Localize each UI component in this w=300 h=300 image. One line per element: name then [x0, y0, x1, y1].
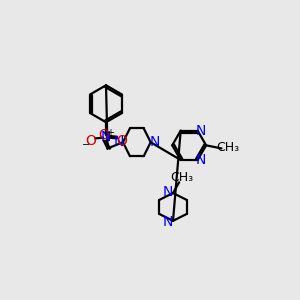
Text: N: N: [162, 215, 173, 229]
Text: N: N: [196, 153, 206, 167]
Text: N: N: [196, 124, 206, 138]
Text: CH₃: CH₃: [216, 141, 239, 154]
Text: N: N: [101, 130, 111, 144]
Text: O: O: [85, 134, 96, 148]
Text: N: N: [162, 184, 173, 199]
Text: +: +: [106, 128, 114, 138]
Text: −: −: [82, 140, 90, 150]
Text: O: O: [98, 128, 109, 142]
Text: CH₃: CH₃: [171, 171, 194, 184]
Text: N: N: [113, 135, 124, 149]
Text: O: O: [116, 134, 127, 148]
Text: N: N: [150, 135, 160, 149]
